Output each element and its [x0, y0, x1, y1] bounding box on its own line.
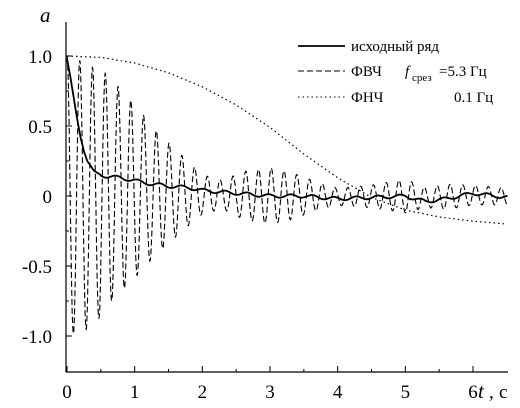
- y-tick-label: 1.0: [28, 47, 52, 68]
- legend-label-source: исходный ряд: [351, 39, 439, 55]
- x-tick-label: 6: [468, 382, 478, 403]
- legend-symbol-hpf: f: [405, 64, 411, 80]
- x-tick-label: 5: [401, 382, 411, 403]
- ticks: 0 1 2 3 4 5 6 1.0 0.5 0 -0.5 -1.0: [22, 47, 478, 403]
- x-tick-label: 2: [198, 382, 208, 403]
- x-axis-comma: ,: [489, 382, 494, 403]
- x-axis-unit: с: [499, 382, 507, 403]
- x-tick-label: 0: [62, 382, 72, 403]
- x-tick-label: 1: [130, 382, 140, 403]
- x-axis-label: t: [478, 379, 485, 403]
- y-tick-label: -1.0: [22, 327, 52, 348]
- x-tick-label: 4: [333, 382, 343, 403]
- series-line-source: [66, 58, 508, 204]
- y-tick-label: 0: [43, 187, 53, 208]
- y-tick-label: 0.5: [28, 117, 52, 138]
- legend-value-lpf: 0.1 Гц: [454, 90, 493, 106]
- x-tick-label: 3: [265, 382, 275, 403]
- legend-item-hpf: ФВЧ f срез =5.3 Гц: [298, 64, 487, 84]
- y-axis-label: a: [40, 3, 51, 27]
- legend-label-lpf: ФНЧ: [351, 90, 384, 106]
- legend-value-hpf: =5.3 Гц: [439, 64, 487, 80]
- series-layer: [66, 55, 509, 335]
- legend-item-lpf: ФНЧ 0.1 Гц: [298, 90, 493, 106]
- legend-label-hpf: ФВЧ: [351, 64, 382, 80]
- legend: исходный ряд ФВЧ f срез =5.3 Гц ФНЧ 0.1 …: [298, 39, 493, 106]
- axes: [65, 22, 508, 373]
- y-tick-label: -0.5: [22, 257, 52, 278]
- legend-subscript-hpf: срез: [412, 72, 432, 84]
- legend-item-source: исходный ряд: [298, 39, 439, 55]
